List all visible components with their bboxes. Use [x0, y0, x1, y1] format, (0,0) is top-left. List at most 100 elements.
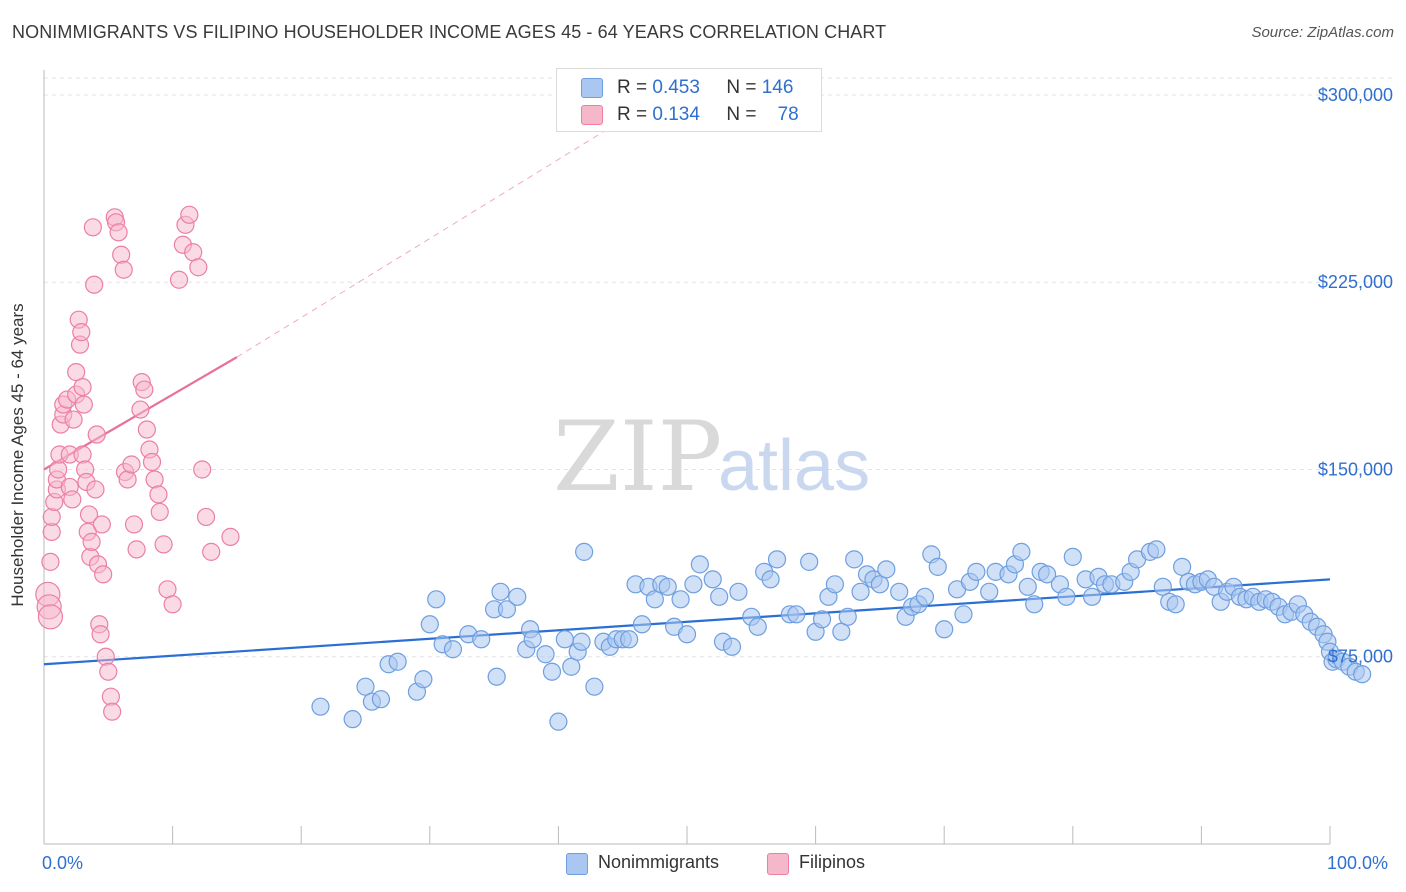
nonimmigrant-point	[677, 625, 697, 644]
r-value: 0.134	[652, 104, 700, 125]
nonimmigrant-point	[748, 617, 767, 636]
nonimmigrant-point	[523, 630, 542, 649]
nonimmigrant-point	[497, 600, 517, 619]
chart-title: NONIMMIGRANTS VS FILIPINO HOUSEHOLDER IN…	[12, 22, 887, 42]
filipino-point	[109, 223, 128, 242]
nonimmigrant-point	[851, 582, 870, 601]
nonimmigrant-point	[684, 575, 703, 594]
nonimmigrant-point	[1353, 665, 1372, 684]
nonimmigrant-point	[954, 605, 973, 624]
nonimmigrant-point	[800, 552, 819, 571]
nonimmigrant-point	[825, 575, 844, 594]
filipino-trend-extension	[236, 119, 623, 358]
axes	[43, 70, 1331, 845]
r-label: R =	[617, 104, 648, 125]
nonimmigrant-point	[1147, 540, 1166, 559]
filipino-point	[127, 540, 146, 559]
filipino-point	[163, 595, 182, 614]
nonimmigrant-point	[870, 575, 890, 594]
nonimmigrant-point	[356, 677, 375, 696]
y-tick-label: $150,000	[1318, 459, 1393, 479]
y-tick-label: $75,000	[1328, 647, 1393, 667]
nonimmigrant-point	[1057, 587, 1076, 606]
filipino-point	[37, 604, 64, 630]
filipino-point	[114, 260, 133, 279]
legend-swatch-pink	[581, 105, 603, 125]
nonimmigrant-point	[710, 587, 729, 606]
n-label: N =	[726, 104, 757, 125]
nonimmigrant-point	[812, 610, 832, 629]
nonimmigrant-points	[311, 540, 1372, 731]
nonimmigrant-point	[832, 622, 851, 641]
nonimmigrant-point	[549, 712, 568, 731]
filipino-point	[196, 507, 216, 527]
source-label: Source: ZipAtlas.com	[1251, 24, 1394, 41]
legend-swatch-blue	[581, 78, 603, 98]
filipino-point	[83, 218, 102, 237]
nonimmigrant-point	[703, 570, 722, 589]
filipino-point	[41, 552, 60, 571]
nonimmigrant-point	[1166, 595, 1185, 614]
filipino-point	[101, 687, 120, 706]
filipino-point	[42, 507, 61, 527]
nonimmigrant-point	[658, 577, 677, 596]
nonimmigrant-point	[542, 662, 562, 681]
filipino-point	[189, 258, 208, 277]
x-tick-max: 100.0%	[1327, 853, 1389, 873]
nonimmigrant-point	[536, 645, 555, 664]
filipino-point	[49, 460, 68, 479]
filipino-point	[145, 470, 164, 489]
filipino-point	[79, 505, 99, 524]
nonimmigrant-point	[915, 587, 935, 606]
y-tick-label: $225,000	[1318, 272, 1393, 292]
nonimmigrant-point	[1037, 565, 1057, 584]
filipino-point	[112, 245, 131, 264]
stats-legend: R = 0.453 N = 146 R = 0.134 N = 78	[556, 68, 822, 132]
filipino-point	[180, 205, 199, 224]
nonimmigrant-point	[935, 620, 954, 639]
filipino-point	[85, 275, 104, 294]
filipino-point	[202, 542, 221, 561]
filipino-point	[193, 460, 212, 479]
filipino-point	[64, 410, 83, 429]
nonimmigrant-point	[980, 582, 999, 601]
filipino-point	[149, 485, 168, 504]
filipino-points	[35, 205, 240, 721]
nonimmigrant-point	[420, 615, 439, 634]
watermark-zip: ZIP	[553, 401, 722, 513]
nonimmigrant-point	[1082, 587, 1102, 606]
nonimmigrant-point	[555, 630, 574, 649]
filipino-point	[135, 380, 154, 399]
nonimmigrant-point	[388, 652, 407, 671]
nonimmigrant-point	[1018, 577, 1037, 596]
nonimmigrant-point	[838, 607, 857, 626]
filipino-point	[72, 323, 91, 342]
nonimmigrant-point	[722, 637, 742, 656]
nonimmigrant-point	[1173, 557, 1192, 576]
filipino-point	[73, 445, 92, 464]
y-tick-labels: $75,000 $150,000 $225,000 $300,000	[1318, 85, 1393, 667]
nonimmigrant-point	[632, 615, 652, 634]
nonimmigrant-point	[671, 590, 690, 609]
nonimmigrant-point	[620, 630, 639, 649]
n-value: 78	[777, 104, 799, 125]
filipino-point	[63, 490, 82, 509]
grid	[44, 77, 1395, 658]
filipino-point	[99, 662, 118, 681]
filipino-point	[150, 502, 169, 522]
nonimmigrant-point	[690, 555, 709, 574]
nonimmigrant-point	[1063, 547, 1082, 566]
filipino-point	[169, 270, 189, 289]
x-tick-min: 0.0%	[42, 853, 84, 873]
nonimmigrant-point	[928, 557, 947, 576]
filipino-point	[92, 515, 111, 534]
nonimmigrant-point	[1025, 595, 1044, 614]
filipino-point	[96, 647, 115, 666]
nonimmigrant-point	[729, 582, 748, 601]
nonimmigrant-point	[761, 570, 780, 589]
nonimmigrant-point	[575, 542, 594, 561]
nonimmigrant-point	[967, 562, 986, 581]
filipino-point	[94, 565, 113, 584]
y-axis-label: Householder Income Ages 45 - 64 years	[8, 303, 27, 607]
